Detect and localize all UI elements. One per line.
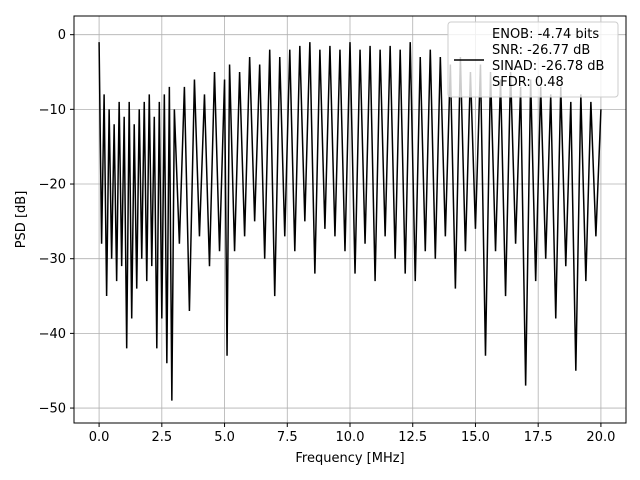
y-tick-label: −20: [39, 178, 66, 193]
y-tick-label: −50: [39, 402, 66, 417]
y-axis-label: PSD [dB]: [14, 191, 29, 249]
x-tick-label: 7.5: [277, 430, 298, 445]
psd-series: [98, 42, 602, 401]
x-tick-label: 0.0: [89, 430, 110, 445]
x-axis-label: Frequency [MHz]: [295, 451, 404, 466]
y-tick-label: −30: [39, 252, 66, 267]
x-tick-label: 2.5: [151, 430, 172, 445]
legend-box: [447, 21, 619, 98]
legend-enob-text: ENOB: -4.74 bits: [492, 27, 599, 42]
y-tick-label: 0: [58, 28, 66, 43]
y-tick-label: −10: [39, 103, 66, 118]
legend-sfdr-text: SFDR: 0.48: [492, 75, 564, 90]
legend-sinad-text: SINAD: -26.78 dB: [492, 59, 604, 74]
x-tick-label: 20.0: [586, 430, 615, 445]
x-tick-label: 17.5: [524, 430, 553, 445]
x-axis-ticks: 0.0 2.5 5.0 7.5 10.0 12.5 15.0 17.5 20.0: [89, 423, 615, 445]
x-tick-label: 5.0: [214, 430, 235, 445]
psd-series-line: [98, 42, 602, 401]
x-tick-label: 10.0: [336, 430, 365, 445]
y-axis-ticks: 0 −10 −20 −30 −40 −50: [39, 28, 74, 417]
x-tick-label: 15.0: [461, 430, 490, 445]
y-tick-label: −40: [39, 327, 66, 342]
legend: ENOB: -4.74 bits SNR: -26.77 dB SINAD: -…: [447, 21, 619, 98]
legend-snr-text: SNR: -26.77 dB: [492, 43, 590, 58]
x-tick-label: 12.5: [398, 430, 427, 445]
